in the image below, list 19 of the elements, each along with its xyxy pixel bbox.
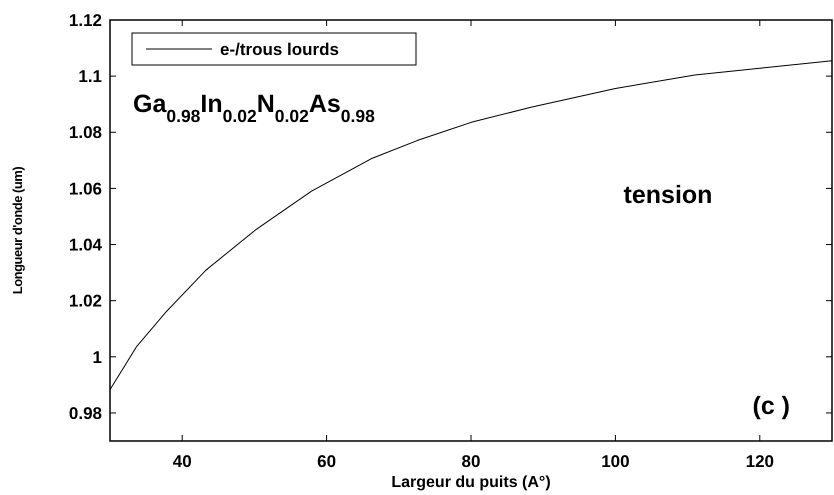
y-tick-label: 1.02 <box>68 292 102 311</box>
y-tick-label: 1 <box>92 348 102 367</box>
y-axis-title: Longueur d'onde (um) <box>10 166 25 294</box>
y-tick-label: 1.04 <box>68 235 103 254</box>
annotation: (c ) <box>752 392 790 420</box>
annotation: tension <box>624 181 712 209</box>
y-tick-label: 1.06 <box>68 179 102 198</box>
legend-label: e-/trous lourds <box>220 40 340 59</box>
x-tick-label: 40 <box>172 452 192 471</box>
y-tick-label: 1.08 <box>68 123 102 142</box>
y-tick-label: 1.12 <box>68 10 102 30</box>
annotation: Ga$_{0.98}$In$_{0.02}$N$_{0.02}$As$_{0.98}$ <box>133 90 376 126</box>
x-axis-title: Largeur du puits (A°) <box>391 474 551 491</box>
x-tick-label: 60 <box>317 452 336 471</box>
x-tick-label: 80 <box>462 452 480 471</box>
x-tick-label: 120 <box>746 452 774 471</box>
x-tick-label: 100 <box>601 452 630 471</box>
y-tick-label: 1.1 <box>78 67 102 86</box>
y-tick-label: 0.98 <box>68 404 102 423</box>
